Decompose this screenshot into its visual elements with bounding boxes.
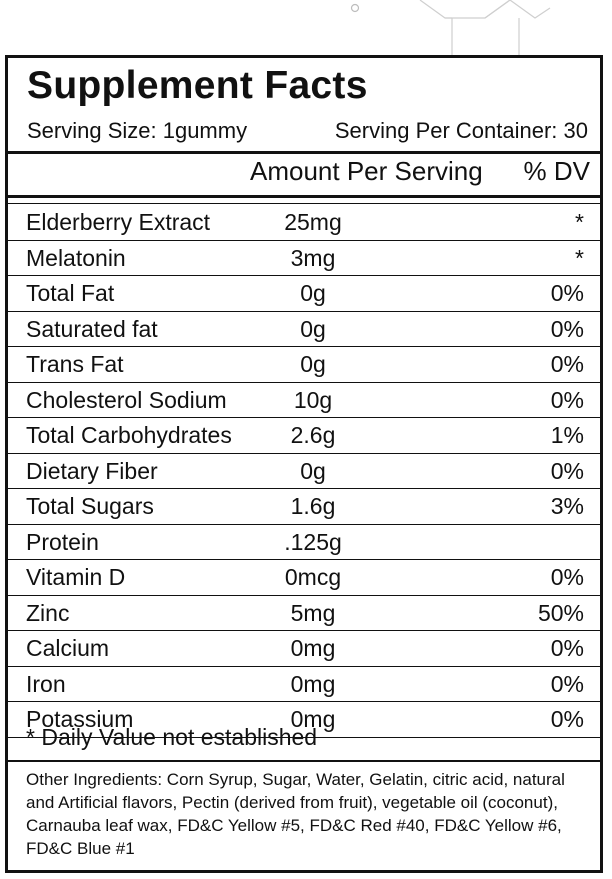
divider (8, 203, 600, 204)
nutrient-amount: 0g (300, 457, 326, 484)
nutrient-dv: 0% (550, 670, 584, 697)
nutrient-amount: 0mg (290, 706, 336, 732)
nutrient-dv: * (575, 244, 584, 271)
other-ingredients: Other Ingredients: Corn Syrup, Sugar, Wa… (26, 770, 565, 858)
nutrient-name: Saturated fat (26, 315, 158, 342)
nutrient-amount: 0mcg (284, 564, 342, 590)
supplement-facts-panel: Supplement Facts Serving Size: 1gummy Se… (5, 55, 603, 873)
nutrient-amount: 5mg (290, 599, 336, 626)
nutrient-name: Trans Fat (26, 351, 124, 377)
nutrient-dv: 0% (550, 386, 584, 413)
nutrient-amount: 0g (300, 280, 326, 306)
nutrient-name: Protein (26, 528, 99, 555)
nutrient-row: Total Carbohydrates 2.6g 1% (8, 418, 600, 454)
nutrient-name: Dietary Fiber (26, 457, 158, 484)
divider (8, 195, 600, 198)
amount-per-serving-header: Amount Per Serving (250, 156, 483, 186)
nutrient-dv: 0% (550, 457, 584, 484)
nutrient-dv: 1% (550, 422, 584, 448)
nutrient-row: Calcium 0mg 0% (8, 631, 600, 667)
nutrient-name: Elderberry Extract (26, 209, 211, 235)
nutrient-amount: 0g (300, 351, 326, 377)
supplement-facts-title: Supplement Facts (27, 64, 368, 107)
nutrient-dv: 50% (537, 599, 584, 626)
nutrient-row: Total Fat 0g 0% (8, 276, 600, 312)
nutrient-amount: 1.6g (290, 493, 336, 519)
nutrient-name: Total Carbohydrates (26, 422, 232, 448)
nutrient-amount: .125g (284, 528, 342, 555)
nutrient-row: Iron 0mg 0% (8, 667, 600, 702)
nutrient-row: Potassium 0mg 0% (8, 702, 600, 738)
serving-info: Serving Size: 1gummy Serving Per Contain… (27, 118, 588, 152)
nutrient-dv: 0% (550, 315, 584, 342)
nutrient-row: Zinc 5mg 50% (8, 596, 600, 631)
nutrient-row: Vitamin D 0mcg 0% (8, 560, 600, 596)
nutrient-amount: 0mg (290, 670, 336, 697)
nutrient-name: Vitamin D (26, 564, 126, 590)
nutrient-dv: 0% (550, 351, 584, 377)
nutrient-name: Cholesterol Sodium (26, 386, 227, 413)
servings-per-container: Serving Per Container: 30 (334, 118, 588, 143)
nutrient-amount: 0mg (290, 635, 336, 661)
nutrient-row: Protein .125g (8, 525, 600, 560)
nutrient-amount: 2.6g (290, 422, 336, 448)
nutrient-row: Total Sugars 1.6g 3% (8, 489, 600, 525)
decorative-hexagon-graphic (350, 0, 551, 56)
nutrient-name: Potassium (26, 706, 134, 732)
divider (8, 151, 600, 154)
nutrient-name: Iron (26, 670, 66, 697)
column-header: Amount Per Serving % DV (8, 154, 600, 192)
nutrient-amount: 25mg (284, 209, 342, 235)
nutrient-amount: 3mg (290, 244, 336, 271)
nutrient-row: Elderberry Extract 25mg * (8, 205, 600, 241)
nutrient-table: Elderberry Extract 25mg * Melatonin 3mg * To… (8, 205, 600, 738)
nutrient-dv: 0% (550, 280, 584, 306)
nutrient-dv: 0% (550, 706, 584, 732)
nutrient-name: Total Sugars (26, 493, 154, 519)
nutrient-dv: 0% (550, 635, 584, 661)
nutrient-name: Total Fat (26, 280, 115, 306)
nutrient-row: Melatonin 3mg * (8, 241, 600, 276)
nutrient-name: Zinc (26, 599, 70, 626)
nutrient-row: Dietary Fiber 0g 0% (8, 454, 600, 489)
nutrient-amount: 10g (293, 386, 333, 413)
daily-value-header: % DV (523, 156, 590, 186)
nutrient-row: Cholesterol Sodium 10g 0% (8, 383, 600, 418)
serving-size: Serving Size: 1gummy (27, 118, 248, 143)
nutrient-dv: 3% (550, 493, 584, 519)
divider (8, 760, 600, 762)
nutrient-name: Melatonin (26, 244, 126, 271)
nutrient-dv: * (575, 209, 584, 235)
nutrient-dv: 0% (550, 564, 584, 590)
nutrient-row: Saturated fat 0g 0% (8, 312, 600, 347)
daily-value-footnote: * Daily Value not established (26, 724, 318, 750)
nutrient-row: Trans Fat 0g 0% (8, 347, 600, 383)
nutrient-name: Calcium (26, 635, 110, 661)
nutrient-amount: 0g (300, 315, 326, 342)
